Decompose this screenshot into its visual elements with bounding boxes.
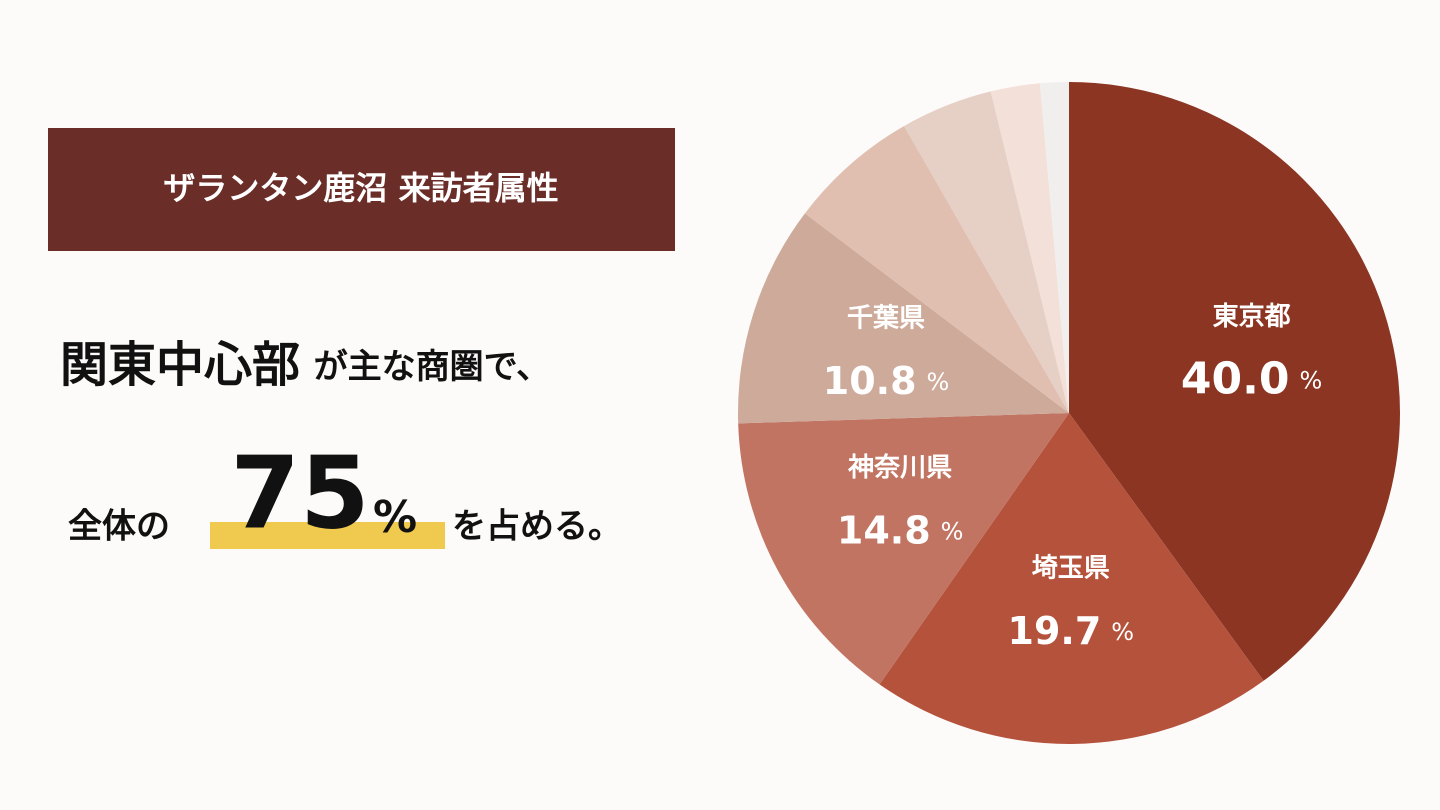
pie-slice [738,413,1069,685]
headline-unit: % [373,492,417,543]
headline-lead: 全体の [68,507,170,547]
slice-value-unit: % [1299,367,1322,395]
slice-value-number: 19.7 [1008,608,1102,652]
slice-label: 東京都 [1213,302,1291,332]
headline-number: 75 [230,434,369,551]
pie-chart: 東京都 40.0 % 埼玉県 19.7 % 神奈川県 14.8 % 千葉県 10.8% [738,82,1400,744]
slice-value: 19.7% [1008,608,1135,652]
slice-label: 千葉県 [847,303,925,333]
headline-emphasis: 関東中心部 [60,337,300,393]
headline-text: を占める。 [452,507,622,547]
title: ザランタン鹿沼 来訪者属性 [163,169,558,207]
slice-value-number: 10.8 [823,358,917,402]
slice-value: 10.8% [823,358,950,402]
highlight [210,522,445,549]
slice-value: 14.8% [837,508,964,552]
pie-slice [904,91,1069,414]
slice-value: 40.0% [1181,354,1322,405]
slice-value-number: 40.0 [1181,354,1290,405]
slice-value-unit: % [1111,618,1134,646]
slice-label: 神奈川県 [847,453,952,483]
pie-slice [804,125,1069,413]
pie-slice [738,213,1069,424]
pie-slice [1039,82,1069,413]
pie-slice [1069,82,1400,681]
slice-label: 埼玉県 [1032,553,1110,583]
headline-line1: 関東中心部 が主な商圏で、 [60,337,550,393]
pie-slice [879,413,1264,744]
pie-slice [990,83,1069,413]
headline-text: が主な商圏で、 [314,347,551,387]
slice-value-unit: % [941,517,964,545]
slice-value-number: 14.8 [837,508,931,552]
title-box [48,128,675,251]
slice-value-unit: % [927,368,950,396]
